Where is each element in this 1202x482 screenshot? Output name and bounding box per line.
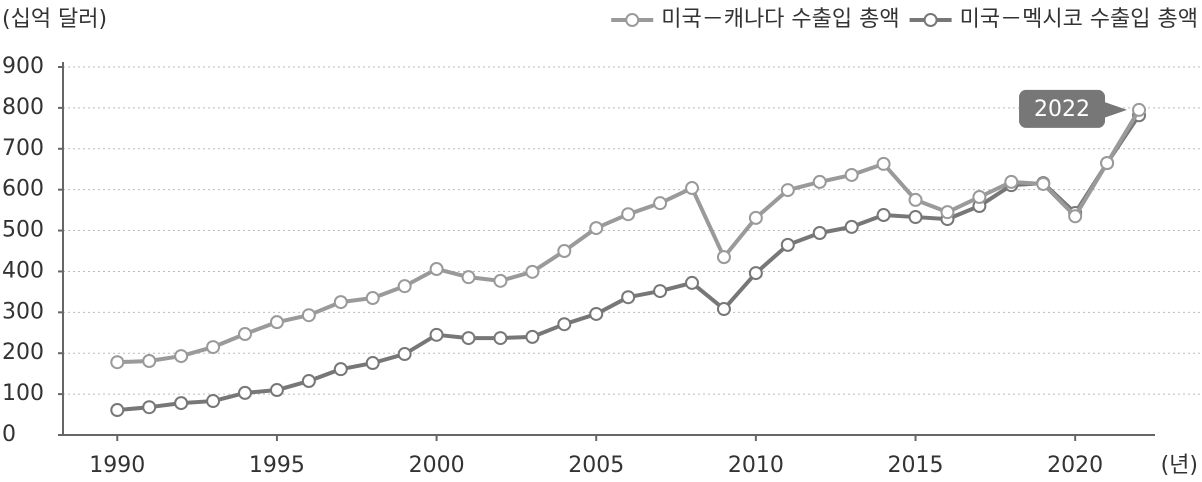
point (653, 284, 668, 299)
y-tick-label: 300 (2, 299, 44, 324)
legend-label: 미국－멕시코 수출입 총액 (960, 7, 1198, 32)
point (940, 205, 955, 220)
point (461, 270, 476, 285)
legend-label: 미국－캐나다 수출입 총액 (661, 7, 899, 32)
point (365, 356, 380, 371)
point (142, 353, 157, 368)
annotation-box (1019, 89, 1106, 128)
point (301, 308, 316, 323)
x-tick-label: 1995 (249, 453, 305, 478)
y-tick-label: 600 (2, 177, 44, 202)
point (493, 331, 508, 346)
point (1132, 102, 1147, 117)
y-tick-label: 900 (2, 54, 44, 79)
point (844, 167, 859, 182)
point (397, 347, 412, 362)
x-tick-label: 2020 (1047, 453, 1103, 478)
point (174, 396, 189, 411)
y-tick-label: 200 (2, 340, 44, 365)
y-tick-label: 400 (2, 258, 44, 283)
point (269, 383, 284, 398)
point (429, 327, 444, 342)
point (1036, 176, 1051, 191)
point (333, 362, 348, 377)
point (142, 400, 157, 415)
point (908, 192, 923, 207)
point (238, 385, 252, 400)
y-tick-label: 0 (2, 422, 16, 447)
point (748, 210, 763, 225)
point (876, 156, 891, 171)
point (333, 295, 348, 310)
point (461, 331, 476, 346)
annotation: 2022 (1034, 97, 1090, 122)
point (493, 273, 508, 288)
point (1068, 209, 1083, 224)
y-tick-label: 100 (2, 381, 44, 406)
point (844, 219, 859, 234)
point (206, 394, 221, 409)
point (206, 340, 221, 355)
point (716, 302, 731, 317)
point (269, 315, 284, 330)
point (685, 181, 700, 196)
point (780, 237, 795, 252)
point (110, 355, 125, 370)
point (397, 279, 412, 294)
point (1100, 156, 1115, 171)
y-tick-label: 700 (2, 136, 44, 161)
point (301, 374, 316, 389)
annotation-pointer (1104, 101, 1128, 118)
point (876, 208, 891, 223)
y-tick-label: 500 (2, 218, 44, 243)
y-tick-label: 800 (2, 95, 44, 120)
point (812, 174, 827, 189)
point (174, 349, 189, 364)
legend-marker (625, 13, 640, 27)
point (589, 221, 604, 236)
point (429, 261, 444, 276)
series-line (117, 114, 1141, 413)
x-unit: (년) (1161, 453, 1198, 478)
x-tick-label: 2000 (409, 453, 465, 478)
point (238, 327, 252, 342)
point (621, 207, 636, 222)
point (525, 329, 540, 344)
point (365, 291, 380, 306)
point (1004, 174, 1019, 189)
point (908, 210, 923, 225)
x-tick-label: 2005 (568, 453, 624, 478)
point (653, 196, 668, 211)
x-tick-label: 2015 (888, 453, 944, 478)
point (780, 183, 795, 198)
y-unit: (십억 달러) (2, 7, 107, 32)
point (716, 250, 731, 265)
point (110, 403, 125, 418)
point (972, 190, 987, 205)
point (525, 264, 540, 279)
point (685, 275, 700, 290)
point (748, 266, 763, 281)
x-tick-label: 2010 (728, 453, 784, 478)
point (812, 226, 827, 241)
point (621, 290, 636, 305)
x-tick-label: 1990 (89, 453, 145, 478)
point (557, 317, 572, 332)
legend-marker (923, 13, 938, 27)
point (589, 306, 604, 321)
point (557, 244, 572, 258)
